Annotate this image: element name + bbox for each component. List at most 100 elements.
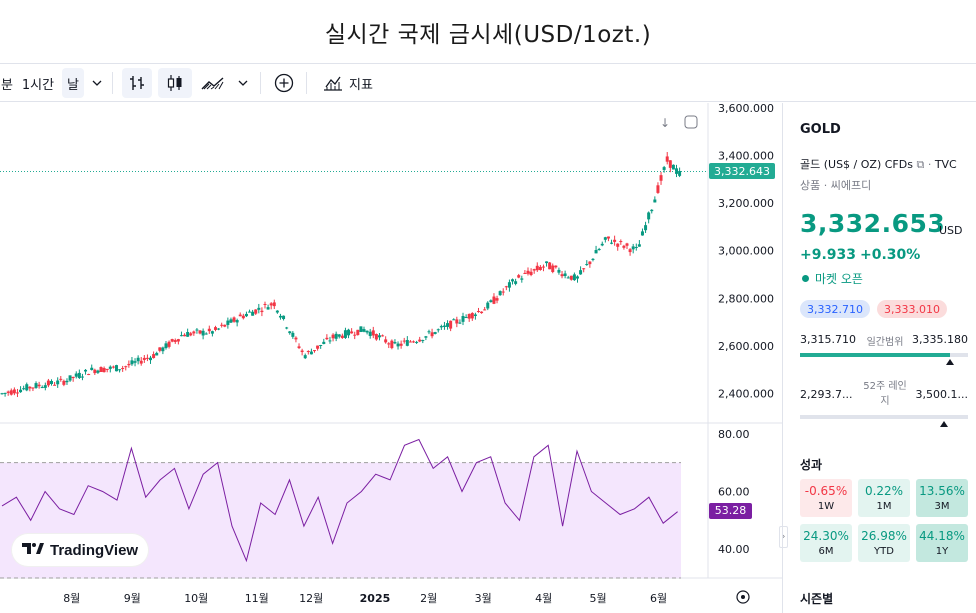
time-tick-label: 10월	[184, 592, 208, 605]
chart-type-dropdown-button[interactable]	[232, 68, 254, 98]
candle-body	[647, 212, 651, 220]
toolbar-divider	[112, 72, 113, 94]
area-chart-type-button[interactable]	[198, 68, 228, 98]
performance-cell[interactable]: -0.65% 1W	[800, 479, 852, 517]
scroll-down-icon[interactable]: ↓	[660, 116, 670, 130]
last-price: 3,332.653	[800, 209, 946, 238]
candle-body	[6, 391, 10, 393]
indicators-button[interactable]: 지표	[318, 68, 378, 98]
price-tick-label: 2,600.000	[718, 340, 774, 353]
candle-body	[22, 388, 26, 390]
candle-body	[9, 390, 13, 395]
candle-body	[213, 327, 217, 330]
interval-dropdown-button[interactable]	[86, 68, 108, 98]
candle-body	[399, 343, 403, 346]
candle-body	[464, 317, 468, 319]
candle-body	[390, 340, 394, 349]
performance-period: 6M	[818, 546, 834, 557]
candle-body	[668, 160, 672, 168]
candle-body	[557, 269, 561, 273]
rsi-line	[1, 438, 678, 563]
candle-body	[427, 331, 431, 333]
candle-body	[306, 351, 310, 353]
candle-body	[257, 307, 261, 310]
week52-range-row: 2,293.7... 52주 레인지 3,500.1...	[800, 379, 968, 409]
candle-body	[3, 392, 7, 394]
exchange-label[interactable]: TVC	[934, 158, 957, 171]
candle-body	[229, 319, 233, 323]
candle-body	[71, 376, 75, 379]
candle-body	[291, 332, 295, 337]
candle-body	[260, 310, 264, 313]
settings-gear-icon[interactable]	[736, 590, 750, 604]
performance-cell[interactable]: 26.98% YTD	[858, 524, 910, 562]
candle-body	[102, 368, 106, 373]
candle-body	[600, 243, 604, 246]
candle-body	[15, 392, 19, 394]
watermark-text: TradingView	[50, 541, 139, 559]
candle-chart-type-button[interactable]	[158, 68, 192, 98]
panel-collapse-handle[interactable]: ›	[779, 526, 788, 548]
interval-day-button[interactable]: 날	[62, 68, 84, 98]
time-tick-label: 8월	[63, 592, 80, 605]
candle-body	[300, 350, 304, 352]
candle-body	[548, 262, 552, 270]
rsi-value-tag: 53.28	[709, 502, 752, 519]
interval-1h-button[interactable]: 1시간	[18, 68, 58, 98]
chart-area[interactable]: 3,600.000 3,400.000 3,200.000 3,000.000 2,80…	[0, 103, 788, 613]
candle-body	[269, 303, 273, 306]
week52-range-high: 3,500.1...	[915, 388, 968, 401]
candle-body	[319, 344, 323, 346]
candle-body	[442, 325, 446, 327]
candle-body	[430, 332, 434, 337]
candle-body	[353, 334, 357, 336]
time-tick-label: 9월	[124, 592, 141, 605]
candle-body	[628, 249, 632, 253]
candle-body	[139, 360, 143, 364]
candle-body	[359, 326, 363, 332]
candle-body	[127, 363, 131, 366]
candle-body	[436, 329, 440, 331]
tradingview-watermark[interactable]: TradingView	[12, 534, 149, 566]
day-range-fill	[800, 353, 950, 357]
candle-body	[449, 320, 453, 329]
performance-cell[interactable]: 13.56% 3M	[916, 479, 968, 517]
external-link-icon[interactable]: ⧉	[916, 158, 925, 171]
performance-cell[interactable]: 24.30% 6M	[800, 524, 852, 562]
performance-cell[interactable]: 44.18% 1Y	[916, 524, 968, 562]
auto-scale-icon[interactable]	[684, 115, 698, 129]
candle-body	[350, 331, 354, 334]
time-tick-label: 11월	[245, 592, 269, 605]
performance-cell[interactable]: 0.22% 1M	[858, 479, 910, 517]
settings-gear-center	[741, 595, 745, 599]
candle-body	[46, 380, 50, 386]
compare-add-button[interactable]	[270, 68, 298, 98]
candle-body	[316, 345, 320, 349]
candle-body	[19, 389, 23, 393]
candle-body	[616, 243, 620, 247]
toolbar-divider	[306, 72, 307, 94]
candle-body	[161, 347, 165, 352]
status-dot-icon	[802, 275, 809, 282]
candle-body	[467, 313, 471, 319]
candle-body	[362, 329, 366, 332]
candle-body	[650, 209, 654, 212]
symbol-category: 상품 · 씨에프디	[800, 179, 872, 192]
bar-chart-type-button[interactable]	[122, 68, 152, 98]
seasonals-title: 시즌별	[800, 592, 834, 606]
rsi-tick-label: 40.00	[718, 543, 750, 556]
candle-body	[87, 374, 91, 376]
candle-body	[551, 265, 555, 272]
ask-price-badge: 3,333.010	[877, 300, 947, 318]
candle-body	[297, 346, 301, 349]
candle-body	[99, 367, 103, 372]
time-tick-label: 4월	[535, 592, 552, 605]
candle-body	[678, 170, 682, 176]
week52-range-low: 2,293.7...	[800, 388, 853, 401]
candle-body	[313, 350, 317, 352]
candle-body	[371, 330, 375, 336]
candle-body	[597, 248, 601, 251]
candle-body	[235, 320, 239, 323]
candle-body	[514, 281, 518, 284]
minute-interval-button[interactable]: 분	[0, 68, 14, 98]
